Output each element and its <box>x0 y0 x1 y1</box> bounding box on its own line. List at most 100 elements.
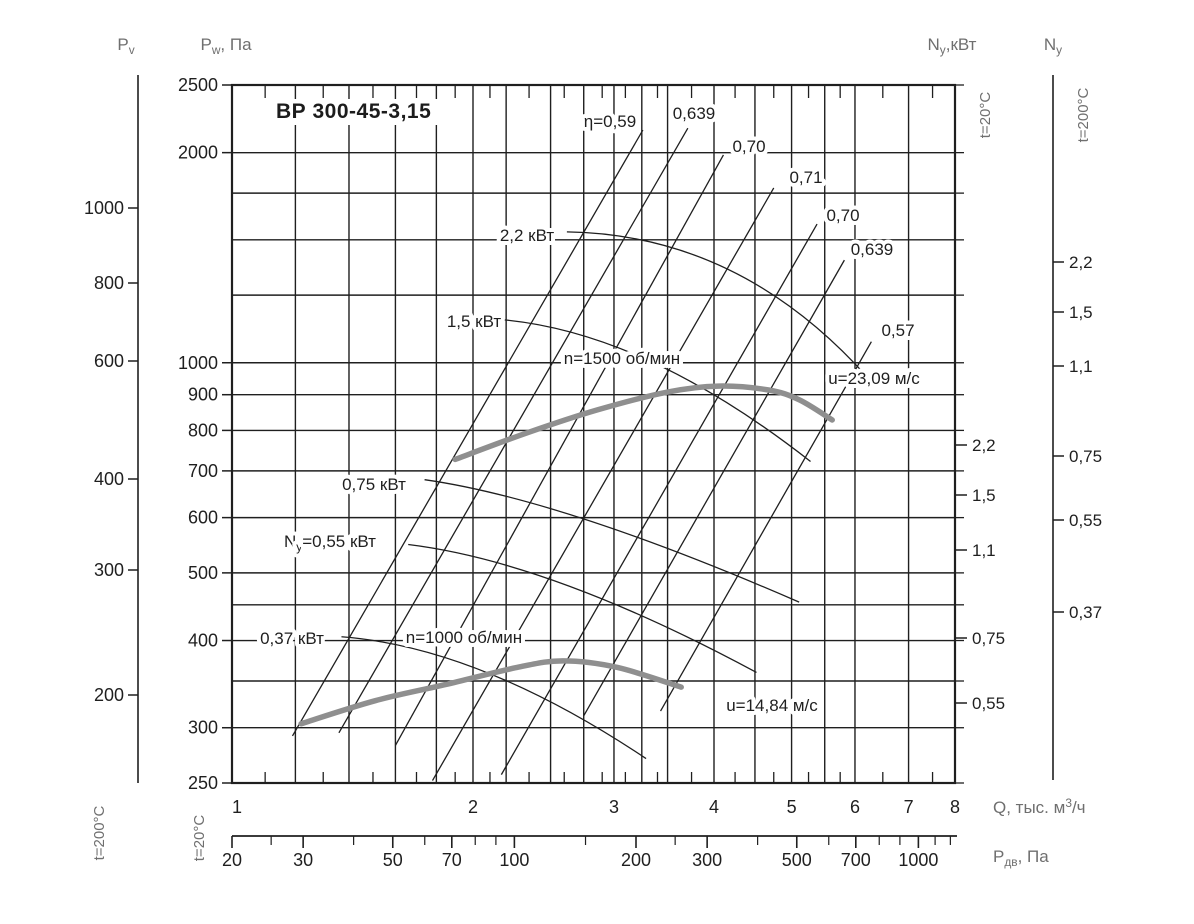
pv-tick-label: 400 <box>94 469 124 489</box>
efficiency-line <box>338 127 689 734</box>
efficiency-line <box>500 223 818 775</box>
q-tick-label: 2 <box>468 797 478 817</box>
power-curve <box>504 319 811 463</box>
fan-curve-n1000 <box>298 658 684 727</box>
efficiency-line <box>659 341 872 712</box>
efficiency-line <box>431 187 775 781</box>
ny200-tick-label: 2,2 <box>1069 253 1093 272</box>
power-curve <box>566 231 868 378</box>
efficiency-label: 0,639 <box>673 104 716 123</box>
ny20-tick-label: 1,1 <box>972 541 996 560</box>
pv-axis: 1000 800 600 400 300 200 <box>84 75 139 783</box>
pw-axis-title: Pw, Па <box>200 35 252 57</box>
pw-tick-label: 2000 <box>178 143 218 163</box>
pw-tick-label: 700 <box>188 461 218 481</box>
efficiency-label: 0,57 <box>881 321 914 340</box>
pw-tick-label: 300 <box>188 718 218 738</box>
temperature-note: t=20°C <box>191 815 208 862</box>
fan-curves <box>298 383 835 727</box>
pv-tick-label: 1000 <box>84 198 124 218</box>
pdv-tick-label: 1000 <box>898 850 938 870</box>
ny-axis-title: Ny <box>1044 35 1062 57</box>
q-tick-label: 1 <box>232 797 242 817</box>
pdv-tick-label: 70 <box>442 850 462 870</box>
pdv-tick-label: 30 <box>293 850 313 870</box>
pw-tick-label: 500 <box>188 563 218 583</box>
efficiency-label: 0,70 <box>826 206 859 225</box>
efficiency-label: 0,71 <box>789 168 822 187</box>
efficiency-lines <box>291 127 872 781</box>
ny200-tick-label: 0,37 <box>1069 603 1102 622</box>
pw-axis: 2500 2000 1000 900 800 700 600 500 400 300 250 <box>178 75 218 793</box>
pw-tick-label: 1000 <box>178 353 218 373</box>
power-label: Ny=0,55 кВт <box>284 532 376 554</box>
q-tick-label: 5 <box>787 797 797 817</box>
pdv-axis-title: Pдв, Па <box>993 847 1049 869</box>
ny200-tick-label: 0,55 <box>1069 511 1102 530</box>
pw-tick-label: 800 <box>188 420 218 440</box>
speed-label: n=1500 об/мин <box>564 349 680 368</box>
power-label: 0,37 кВт <box>260 629 324 648</box>
pw-tick-label: 250 <box>188 773 218 793</box>
pdv-tick-label: 700 <box>841 850 871 870</box>
plot-border <box>230 83 957 785</box>
u-speed-label: u=14,84 м/с <box>726 696 818 715</box>
pdv-tick-label: 200 <box>621 850 651 870</box>
edge-ticks <box>222 84 964 784</box>
pv-axis-title: Pv <box>117 35 134 57</box>
fan-curve-n1500 <box>452 383 835 463</box>
pw-tick-label: 900 <box>188 385 218 405</box>
ny200-tick-label: 1,1 <box>1069 357 1093 376</box>
power-curve <box>424 479 800 603</box>
efficiency-label: 0,639 <box>851 240 894 259</box>
pdv-tick-label: 20 <box>222 850 242 870</box>
q-tick-label: 8 <box>950 797 960 817</box>
efficiency-line <box>291 129 644 737</box>
ny-kvt-axis-title: Ny,кВт <box>928 35 977 57</box>
pdv-tick-label: 50 <box>383 850 403 870</box>
grid <box>230 83 957 785</box>
pdv-axis: 20 30 50 70 100 200 300 500 700 1000 <box>222 835 957 870</box>
q-tick-label: 3 <box>609 797 619 817</box>
ny20-tick-label: 0,55 <box>972 694 1005 713</box>
pdv-tick-label: 500 <box>782 850 812 870</box>
chart-title: ВР 300-45-3,15 <box>270 99 442 125</box>
efficiency-line <box>583 259 845 717</box>
efficiency-label: 0,70 <box>732 137 765 156</box>
efficiency-line <box>394 154 725 746</box>
q-axis-title: Q, тыс. м3/ч <box>993 796 1086 817</box>
temperature-note: t=200°C <box>91 805 108 860</box>
power-label: 2,2 кВт <box>500 226 555 245</box>
q-tick-label: 4 <box>709 797 719 817</box>
power-label: 0,75 кВт <box>342 475 406 494</box>
pv-tick-label: 800 <box>94 273 124 293</box>
pw-tick-label: 600 <box>188 508 218 528</box>
ny20-tick-label: 1,5 <box>972 486 996 505</box>
pdv-tick-label: 300 <box>692 850 722 870</box>
ny200-tick-label: 1,5 <box>1069 303 1093 322</box>
ny20-tick-label: 0,75 <box>972 629 1005 648</box>
q-tick-label: 6 <box>850 797 860 817</box>
efficiency-label: η=0,59 <box>584 112 636 131</box>
temperature-note: t=200°C <box>1075 87 1092 142</box>
ny20-tick-label: 2,2 <box>972 436 996 455</box>
pdv-tick-label: 100 <box>499 850 529 870</box>
ny20-scale: 2,2 1,5 1,1 0,75 0,55 <box>955 436 1005 713</box>
pv-tick-label: 600 <box>94 351 124 371</box>
q-axis: 1 2 3 4 5 6 7 8 <box>232 797 960 817</box>
pw-tick-label: 400 <box>188 631 218 651</box>
pw-tick-label: 2500 <box>178 75 218 95</box>
ny200-tick-label: 0,75 <box>1069 447 1102 466</box>
axis-titles: Pv Pw, Па Ny,кВт Ny Q, тыс. м3/ч Pдв, Па t=20°… <box>91 35 1092 869</box>
u-speed-label: u=23,09 м/с <box>828 369 920 388</box>
temperature-note: t=20°C <box>977 92 994 139</box>
pv-tick-label: 200 <box>94 685 124 705</box>
q-tick-label: 7 <box>904 797 914 817</box>
power-curve <box>408 543 757 674</box>
speed-label: n=1000 об/мин <box>406 628 522 647</box>
power-label: 1,5 кВт <box>447 312 502 331</box>
pv-tick-label: 300 <box>94 560 124 580</box>
